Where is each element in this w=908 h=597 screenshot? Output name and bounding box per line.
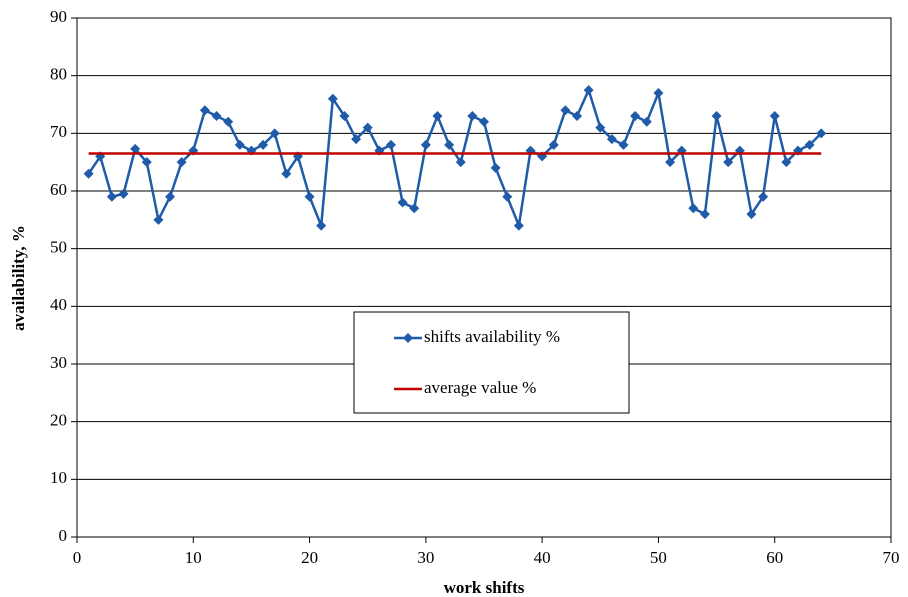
data-point	[479, 116, 489, 127]
data-point	[165, 191, 176, 202]
y-tick-label: 50	[50, 238, 67, 257]
data-point	[327, 93, 338, 104]
data-point	[304, 191, 315, 202]
data-point	[351, 134, 362, 145]
data-point	[141, 157, 152, 168]
y-tick-label: 0	[59, 526, 68, 545]
data-point	[118, 188, 129, 199]
y-tick-label: 30	[50, 353, 67, 372]
data-point	[153, 214, 164, 225]
data-point	[258, 139, 269, 150]
legend-label: shifts availability %	[424, 327, 560, 346]
y-tick-label: 70	[50, 122, 67, 141]
y-tick-label: 80	[50, 65, 67, 84]
x-tick-label: 50	[650, 548, 667, 567]
x-tick-label: 30	[417, 548, 434, 567]
data-point	[665, 157, 676, 168]
data-point	[711, 111, 722, 122]
data-point	[595, 122, 606, 133]
legend-label: average value %	[424, 378, 536, 397]
series-line	[87, 86, 823, 231]
plot-frame	[76, 17, 892, 538]
data-point	[176, 157, 187, 168]
data-point	[281, 168, 292, 179]
data-point	[699, 209, 710, 220]
data-point	[339, 111, 350, 122]
x-axis-title: work shifts	[444, 578, 525, 597]
y-tick-label: 20	[50, 411, 67, 430]
data-point	[432, 111, 443, 122]
data-point	[630, 111, 641, 122]
data-point	[781, 157, 792, 168]
x-tick-label: 20	[301, 548, 318, 567]
y-axis-title: availability, %	[9, 225, 28, 331]
data-point	[758, 191, 769, 202]
data-point	[583, 85, 594, 96]
data-point	[606, 134, 617, 145]
y-tick-label: 60	[50, 180, 67, 199]
data-point	[409, 203, 420, 214]
data-point	[397, 197, 408, 208]
data-point	[653, 87, 664, 98]
legend: shifts availability % average value %	[353, 311, 630, 414]
data-point	[234, 139, 245, 150]
data-point	[444, 139, 455, 150]
data-point	[106, 191, 117, 202]
data-point	[513, 220, 524, 231]
data-point	[223, 116, 234, 127]
data-point	[618, 139, 629, 150]
data-point	[816, 128, 827, 139]
x-tick-label: 10	[185, 548, 202, 567]
data-point	[467, 111, 478, 122]
data-point	[560, 105, 571, 116]
y-tick-label: 10	[50, 468, 67, 487]
y-tick-label: 90	[50, 7, 67, 26]
data-point	[83, 168, 94, 179]
data-point	[548, 139, 559, 150]
data-point	[316, 220, 327, 231]
data-point	[688, 203, 699, 214]
data-point	[362, 122, 373, 133]
data-point	[641, 116, 652, 127]
x-tick-label: 70	[883, 548, 900, 567]
data-point	[502, 191, 513, 202]
data-point	[455, 157, 466, 168]
x-tick-label: 60	[766, 548, 783, 567]
data-point	[804, 139, 815, 150]
legend-box	[353, 311, 630, 414]
x-tick-label: 0	[73, 548, 82, 567]
data-point	[490, 162, 501, 173]
legend-marker	[403, 333, 413, 343]
data-point	[385, 139, 396, 150]
data-point	[130, 143, 141, 154]
y-tick-label: 40	[50, 295, 67, 314]
x-tick-label: 40	[534, 548, 551, 567]
data-point	[211, 111, 222, 122]
data-point	[199, 105, 210, 116]
data-point	[769, 111, 780, 122]
data-point	[269, 128, 280, 139]
data-point	[420, 139, 431, 150]
data-point	[572, 111, 583, 122]
data-point	[723, 157, 734, 168]
data-point	[746, 209, 757, 220]
